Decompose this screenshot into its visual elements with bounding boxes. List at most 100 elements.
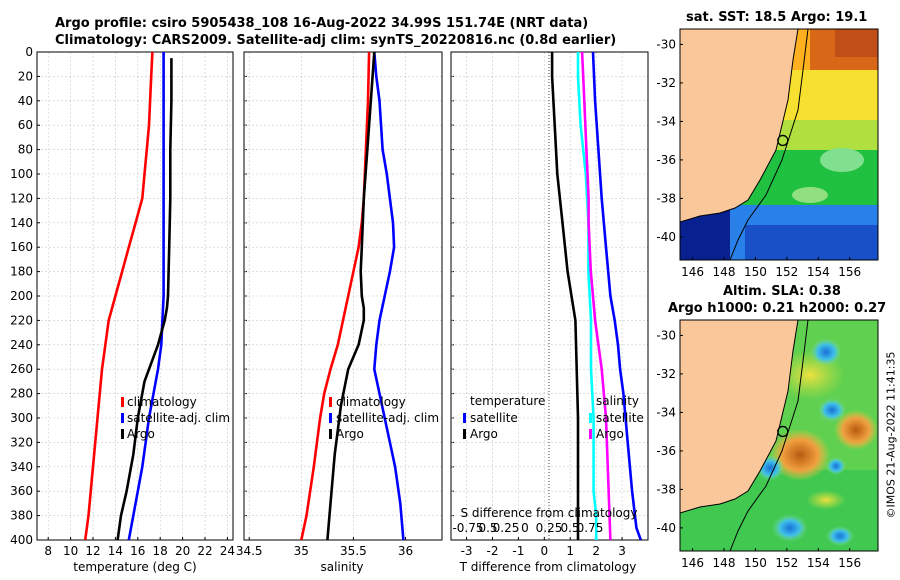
y-tick-label: 400	[10, 533, 33, 547]
series-line-satellite-adj-clim	[127, 52, 165, 540]
salinity-axes-frame	[243, 51, 443, 541]
difference-axes-frame	[450, 51, 649, 541]
y-tick-label: 20	[18, 69, 33, 83]
salinity-grid	[244, 51, 442, 541]
map-y-tick-label: -32	[656, 367, 676, 381]
sst-map-title: sat. SST: 18.5 Argo: 19.1	[686, 10, 868, 25]
x-tick-label: 36	[398, 544, 413, 558]
x-tick-label: 14	[108, 544, 123, 558]
x-tick-label: -1	[512, 544, 524, 558]
y-tick-label: 180	[10, 265, 33, 279]
x-tick-label: 35.5	[340, 544, 367, 558]
salinity-lines	[300, 52, 405, 540]
difference-panel: -3 -2 -1 0 1 2 3 T difference from climatology…	[450, 51, 649, 574]
difference-lines	[550, 52, 643, 540]
y-tick-label: 320	[10, 435, 33, 449]
depth-y-axis: 0 20 40 60 80 100 120 140 160 180 200 220 240 260 280 3…	[10, 45, 454, 547]
y-tick-label: 140	[10, 216, 33, 230]
salinity-x-ticks: 34.5 35 35.5 36	[236, 537, 413, 558]
map-x-tick-label: 150	[744, 556, 767, 570]
legend-label-satellite: satellite-adj. clim	[336, 411, 439, 425]
map-y-tick-label: -36	[656, 153, 676, 167]
map-y-tick-label: -40	[656, 230, 676, 244]
sla-map-ticks: 146 148 150 152 154 156 -30 -32 -34 -36 -38 -40	[656, 328, 861, 570]
series-line-argo	[116, 58, 173, 540]
legend-label-s-argo: Argo	[596, 427, 624, 441]
map-x-tick-label: 156	[838, 556, 861, 570]
map-x-tick-label: 152	[775, 556, 798, 570]
x-tick-label: 34.5	[236, 544, 263, 558]
argo-position-marker	[777, 134, 789, 147]
x-tick-label: -2	[486, 544, 498, 558]
x-tick-label: 22	[197, 544, 212, 558]
x-tick-label: 1	[566, 544, 574, 558]
map-y-tick-label: -38	[656, 482, 676, 496]
argo-position-marker	[777, 425, 789, 438]
map-x-tick-label: 146	[681, 265, 704, 279]
y-tick-label: 60	[18, 118, 33, 132]
s-tick-label: 0.5	[560, 521, 579, 535]
difference-legend: temperature satellite Argo salinity sate…	[463, 394, 644, 441]
legend-swatch-argo	[329, 429, 332, 439]
x-tick-label: 0	[540, 544, 548, 558]
y-tick-label: 260	[10, 362, 33, 376]
x-tick-label: 24	[220, 544, 235, 558]
legend-label-t-satellite: satellite	[470, 411, 518, 425]
s-tick-label: 0.25	[493, 521, 520, 535]
x-tick-label: 2	[592, 544, 600, 558]
map-y-tick-label: -34	[656, 405, 676, 419]
map-x-tick-label: 148	[713, 556, 736, 570]
map-x-tick-label: 148	[713, 265, 736, 279]
s-difference-label: S difference from climatology	[461, 506, 638, 520]
sla-map: 146 148 150 152 154 156 -30 -32 -34 -36 -38 -40	[656, 319, 879, 570]
s-tick-label: 0.25	[536, 521, 563, 535]
temperature-x-ticks: 8 10 12 14 16 18 20 22 24	[44, 537, 235, 558]
series-line-temperature-satellite	[576, 52, 598, 540]
y-tick-label: 300	[10, 411, 33, 425]
series-line-climatology	[83, 52, 154, 540]
legend-swatch-argo	[121, 429, 124, 439]
map-x-tick-label: 150	[744, 265, 767, 279]
y-tick-label: 0	[25, 45, 33, 59]
sla-map-title-2: Argo h1000: 0.21 h2000: 0.27	[668, 301, 887, 316]
series-line-climatology	[300, 52, 371, 540]
x-tick-label: 8	[44, 544, 52, 558]
salinity-legend: climatology satellite-adj. clim Argo	[329, 395, 439, 441]
map-x-tick-label: 146	[681, 556, 704, 570]
y-tick-label: 280	[10, 387, 33, 401]
x-tick-label: 12	[85, 544, 100, 558]
map-y-tick-label: -32	[656, 76, 676, 90]
y-tick-label: 80	[18, 143, 33, 157]
legend-label-climatology: climatology	[336, 395, 406, 409]
map-y-tick-label: -40	[656, 521, 676, 535]
series-line-temperature-argo	[550, 52, 580, 540]
legend-swatch-satellite	[121, 413, 124, 423]
temperature-lines	[83, 52, 173, 540]
map-x-tick-label: 154	[807, 265, 830, 279]
x-tick-label: 18	[153, 544, 168, 558]
y-tick-label: 40	[18, 94, 33, 108]
legend-label-s-satellite: satellite	[596, 411, 644, 425]
map-y-tick-label: -34	[656, 114, 676, 128]
y-tick-label: 340	[10, 460, 33, 474]
temperature-legend: climatology satellite-adj. clim Argo	[121, 395, 230, 441]
map-y-tick-label: -30	[656, 328, 676, 342]
y-tick-label: 220	[10, 313, 33, 327]
map-y-tick-label: -36	[656, 444, 676, 458]
legend-heading-temperature: temperature	[470, 394, 545, 408]
legend-swatch-climatology	[121, 397, 124, 407]
legend-label-t-argo: Argo	[470, 427, 498, 441]
y-tick-label: 200	[10, 289, 33, 303]
map-y-tick-label: -30	[656, 37, 676, 51]
legend-label-argo: Argo	[127, 427, 155, 441]
y-tick-label: 160	[10, 240, 33, 254]
map-x-tick-label: 152	[775, 265, 798, 279]
map-x-tick-label: 156	[838, 265, 861, 279]
legend-label-climatology: climatology	[127, 395, 197, 409]
series-line-satellite-adj-clim	[372, 52, 405, 540]
s-tick-label: 0.5	[478, 521, 497, 535]
sst-map-ticks: 146 148 150 152 154 156 -30 -32 -34 -36 -38 -40	[656, 37, 861, 279]
legend-label-satellite: satellite-adj. clim	[127, 411, 230, 425]
x-tick-label: 3	[618, 544, 626, 558]
s-difference-ticks: -0.750.50.25 0 0.250.50.75	[452, 521, 603, 535]
